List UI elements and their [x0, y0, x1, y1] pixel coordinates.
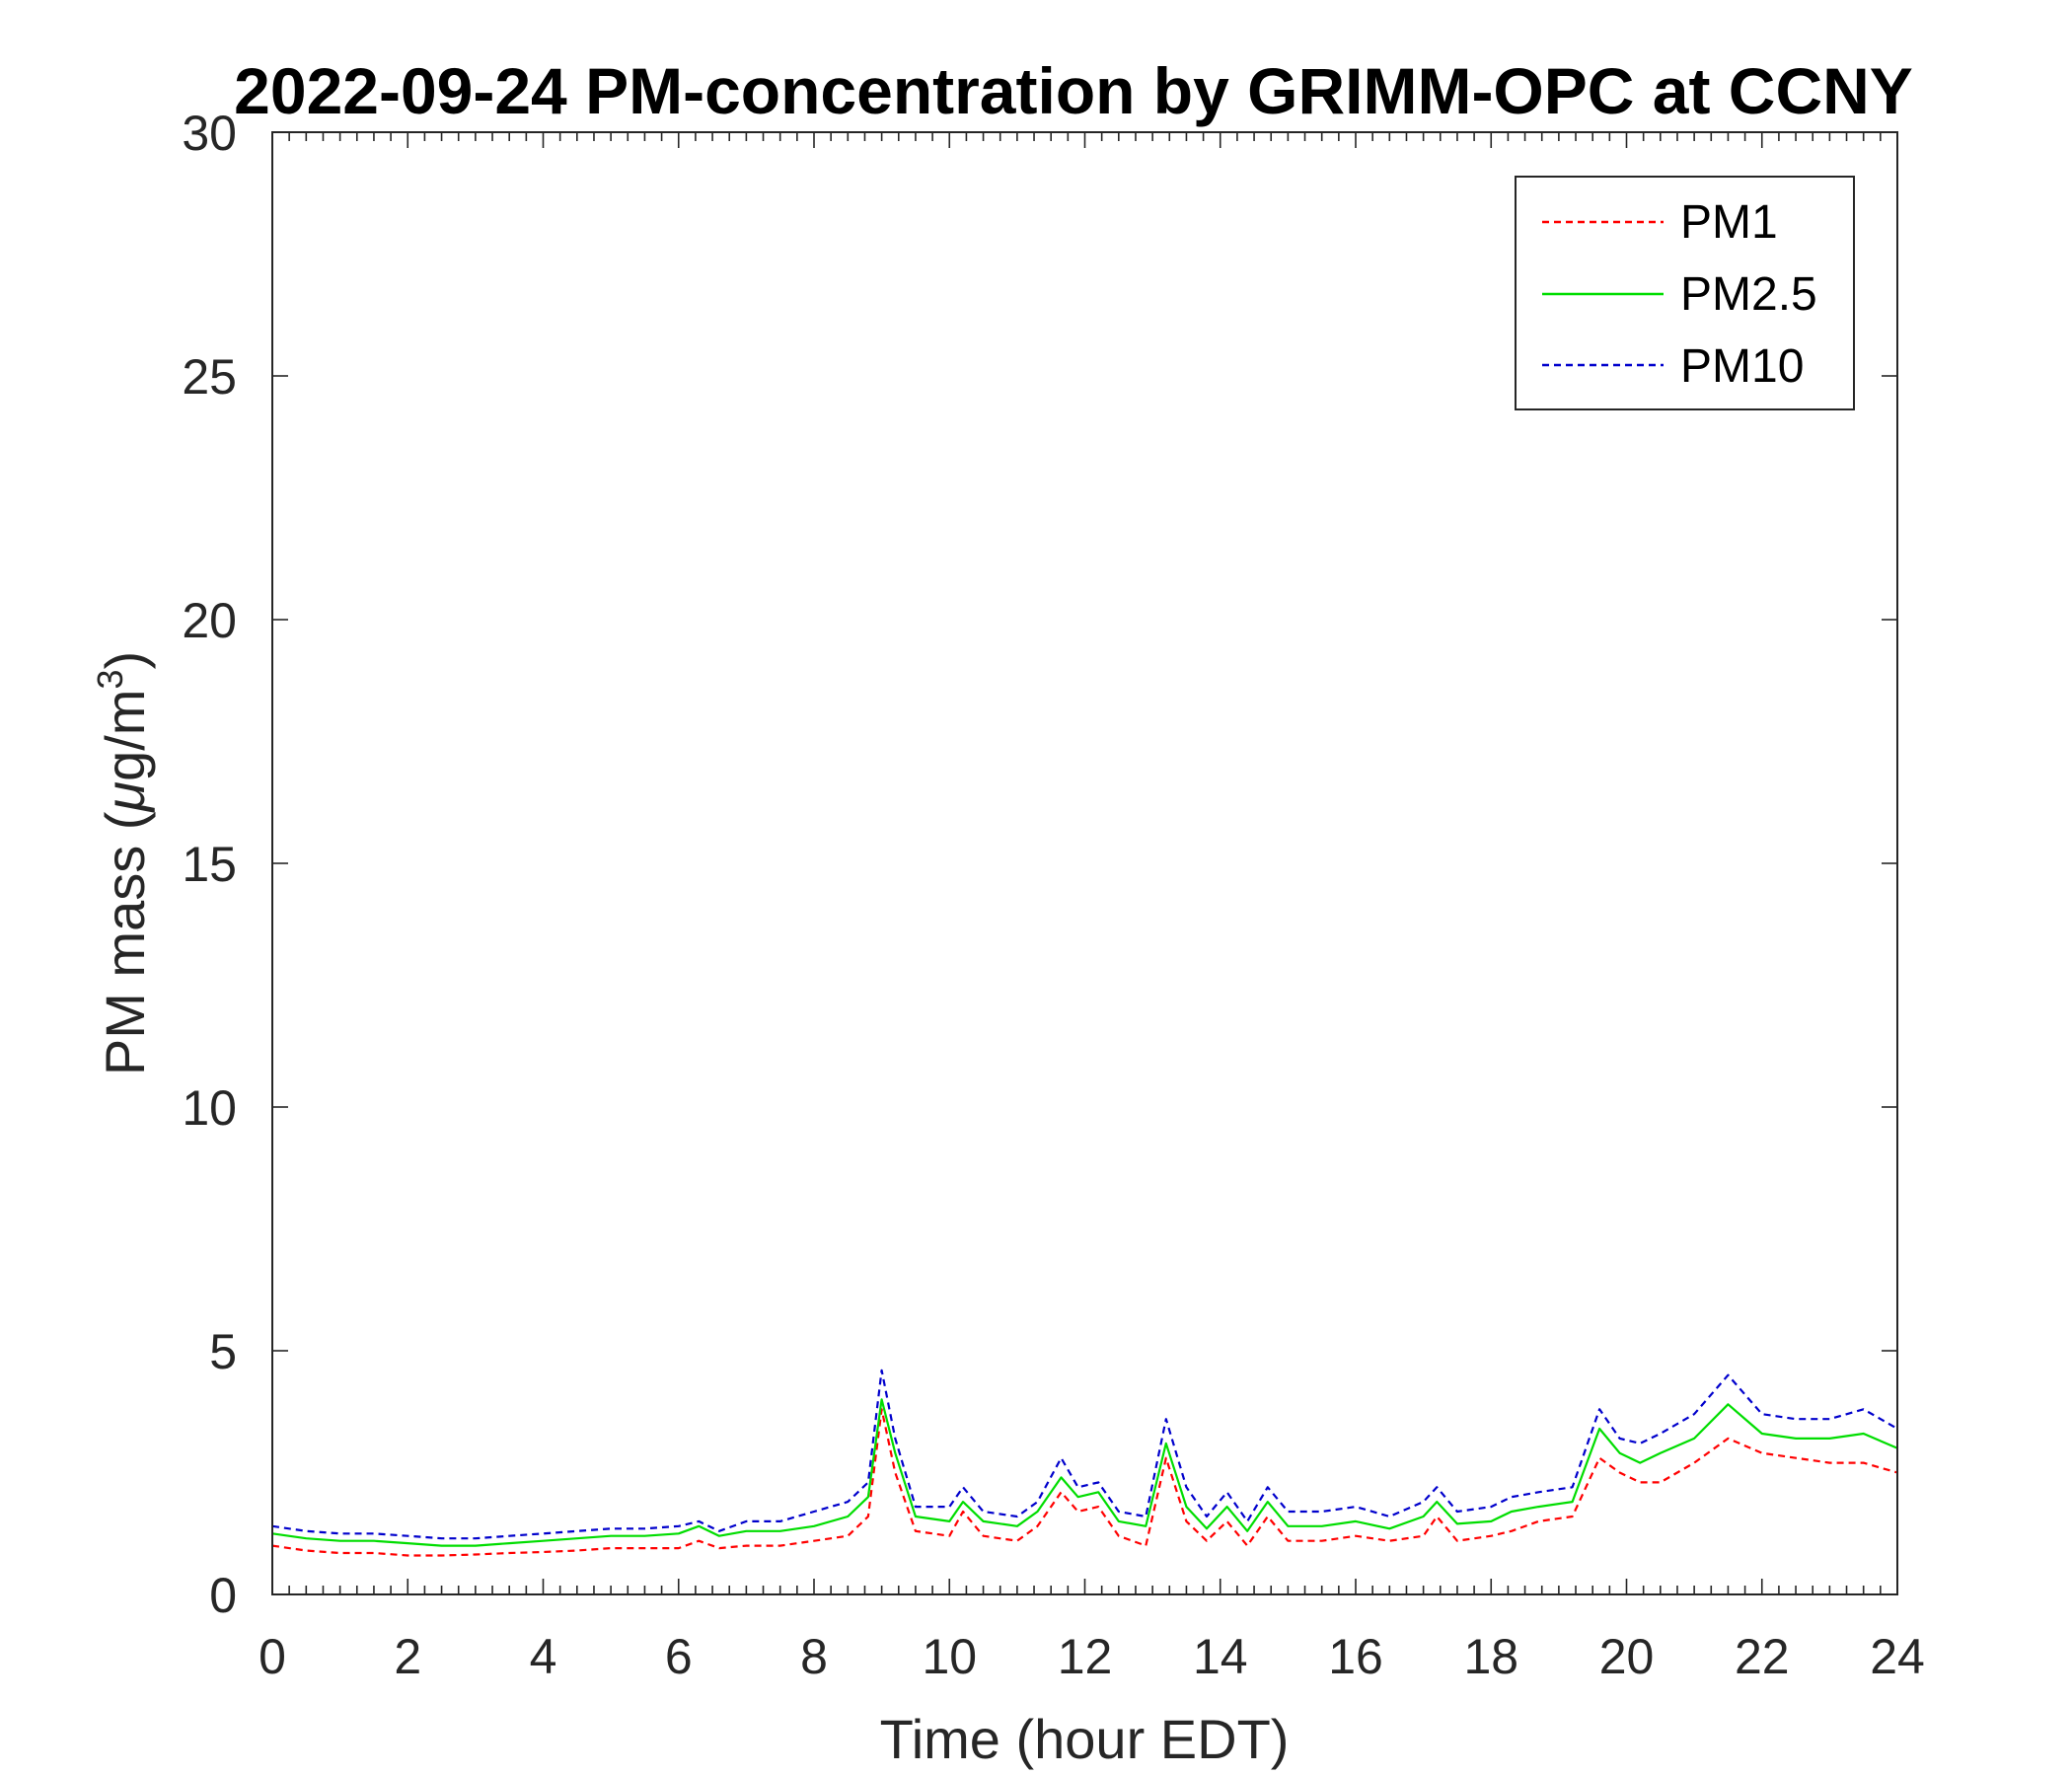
y-tick-label: 30: [182, 106, 237, 161]
x-tick-label: 4: [530, 1629, 557, 1684]
x-tick-label: 14: [1193, 1629, 1248, 1684]
x-tick-label: 18: [1463, 1629, 1518, 1684]
series-line-pm1: [271, 1408, 1898, 1557]
series-line-pm2-5: [271, 1398, 1898, 1547]
x-tick-label: 12: [1058, 1629, 1113, 1684]
x-tick-label: 8: [800, 1629, 828, 1684]
chart-title: 2022-09-24 PM-concentration by GRIMM-OPC…: [234, 54, 1913, 127]
x-tick-label: 22: [1735, 1629, 1790, 1684]
y-tick-labels: 0 5 10 15 20 25 30: [182, 106, 237, 1623]
x-tick-label: 16: [1328, 1629, 1383, 1684]
legend-label-pm1: PM1: [1680, 196, 1778, 249]
x-tick-label: 6: [665, 1629, 693, 1684]
y-axis-label-mu: μ: [94, 781, 156, 814]
y-axis-label-suffix: ): [94, 651, 156, 670]
legend: PM1 PM2.5 PM10: [1515, 176, 1855, 410]
y-tick-label: 25: [182, 349, 237, 405]
y-tick-label: 0: [209, 1568, 237, 1623]
plot-frame: [271, 131, 1898, 1595]
y-axis-label-prefix: PM mass (: [94, 811, 156, 1075]
series-line-pm10: [271, 1369, 1898, 1540]
y-tick-label: 10: [182, 1080, 237, 1136]
x-axis-label: Time (hour EDT): [880, 1708, 1290, 1770]
y-axis-label: PM mass (μg/m3): [90, 651, 156, 1075]
legend-label-pm2-5: PM2.5: [1680, 268, 1817, 321]
x-tick-label: 20: [1599, 1629, 1655, 1684]
x-tick-label: 0: [259, 1629, 286, 1684]
y-tick-label: 5: [209, 1324, 237, 1379]
series-lines: [271, 1369, 1898, 1557]
x-tick-labels: 0 2 4 6 8 10 12 14 16 18 20 22 24: [259, 1629, 1925, 1684]
y-tick-label: 20: [182, 593, 237, 648]
y-tick-label: 15: [182, 837, 237, 892]
y-axis-label-unit: g/m: [94, 690, 156, 781]
legend-label-pm10: PM10: [1680, 340, 1804, 393]
x-tick-label: 10: [922, 1629, 977, 1684]
y-axis-label-exponent: 3: [90, 670, 130, 690]
x-tick-label: 2: [394, 1629, 421, 1684]
x-tick-label: 24: [1870, 1629, 1925, 1684]
